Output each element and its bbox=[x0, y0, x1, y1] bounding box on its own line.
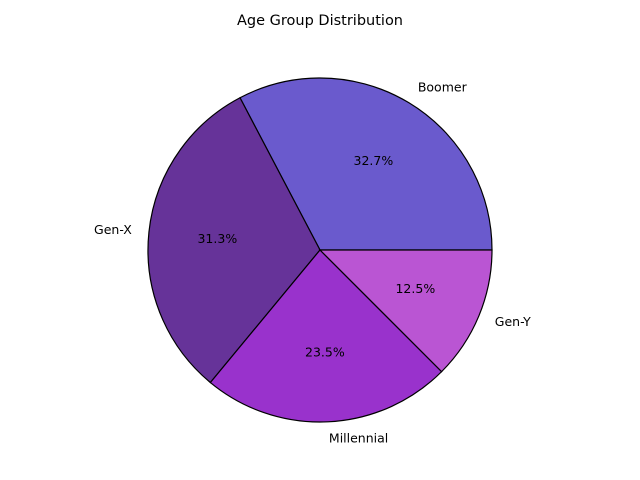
slice-pct-label-millennial: 23.5% bbox=[305, 345, 345, 360]
slice-label-boomer: Boomer bbox=[418, 80, 468, 95]
chart-title: Age Group Distribution bbox=[237, 13, 403, 29]
slice-pct-label-boomer: 32.7% bbox=[354, 153, 394, 168]
slices-group bbox=[147, 77, 493, 423]
pie-slice-millennial bbox=[209, 249, 443, 423]
slice-pct-label-gen-x: 31.3% bbox=[197, 231, 237, 246]
pie-slice-boomer bbox=[239, 77, 493, 251]
slice-label-gen-x: Gen-X bbox=[94, 222, 132, 237]
slice-label-millennial: Millennial bbox=[329, 430, 388, 445]
pie-slice-gen-x bbox=[147, 96, 321, 384]
pie-slice-gen-y bbox=[318, 249, 493, 373]
slice-label-gen-y: Gen-Y bbox=[495, 314, 531, 329]
labels-group: Boomer 32.7% Gen-X 31.3% Millennial 23.5% Gen-… bbox=[94, 80, 531, 446]
slice-pct-label-gen-y: 12.5% bbox=[395, 281, 435, 296]
